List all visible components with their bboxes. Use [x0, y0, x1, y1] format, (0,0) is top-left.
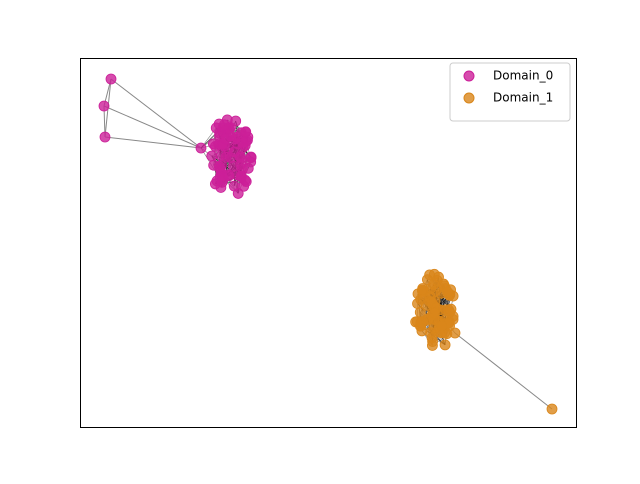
- node: [236, 153, 246, 163]
- node: [207, 151, 217, 161]
- node: [221, 134, 231, 144]
- node: [210, 179, 220, 189]
- node: [208, 139, 218, 149]
- node: [196, 143, 206, 153]
- legend-label: Domain_1: [493, 91, 553, 105]
- legend-label: Domain_0: [493, 69, 553, 83]
- node: [231, 116, 241, 126]
- node: [427, 340, 437, 350]
- node: [241, 127, 251, 137]
- node: [233, 139, 243, 149]
- node: [413, 299, 423, 309]
- node: [440, 340, 450, 350]
- node: [241, 176, 251, 186]
- node: [219, 120, 229, 130]
- node: [422, 275, 432, 285]
- node: [450, 328, 460, 338]
- node: [437, 321, 447, 331]
- node: [445, 307, 455, 317]
- node: [100, 132, 110, 142]
- node: [221, 152, 231, 162]
- node: [224, 171, 234, 181]
- node: [547, 404, 557, 414]
- node: [106, 74, 116, 84]
- legend: Domain_0 Domain_1: [450, 63, 570, 121]
- node: [209, 160, 219, 170]
- legend-marker: [464, 71, 474, 81]
- node: [443, 287, 453, 297]
- node: [229, 181, 239, 191]
- node: [99, 101, 109, 111]
- legend-marker: [464, 93, 474, 103]
- node: [243, 163, 253, 173]
